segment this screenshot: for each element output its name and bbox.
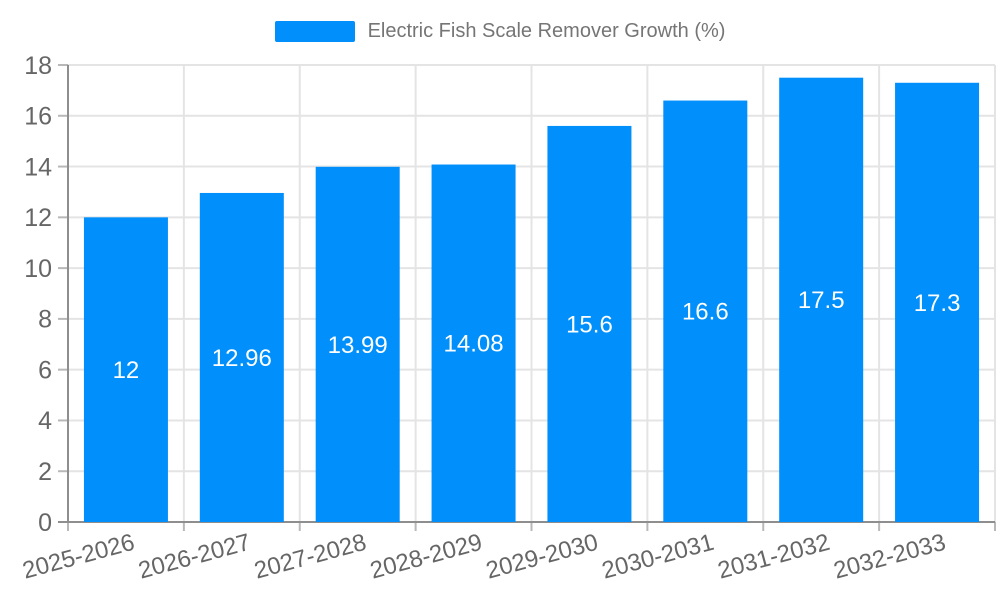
bar[interactable] [83,217,168,523]
legend-swatch [274,20,355,42]
bar-value-label: 12.96 [212,345,272,372]
x-axis-tick-label: 2025-2026 [20,529,138,585]
bar-value-label: 12 [113,357,140,384]
legend-label: Electric Fish Scale Remover Growth (%) [367,19,726,42]
bar-value-label: 17.3 [914,290,961,317]
bar-value-label: 17.5 [798,287,845,314]
x-axis-tick-label: 2030-2031 [599,529,717,585]
y-axis-tick-label: 2 [38,458,52,486]
y-axis-tick-label: 16 [24,103,52,131]
y-axis-tick-label: 4 [38,407,52,435]
bar[interactable] [779,77,864,522]
bar[interactable] [547,125,632,522]
y-axis-tick-label: 0 [38,509,52,537]
bar[interactable] [199,192,284,522]
bar[interactable] [431,164,516,522]
x-axis-tick-label: 2029-2030 [483,529,601,585]
x-axis-tick-label: 2028-2029 [367,529,485,585]
legend-item[interactable]: Electric Fish Scale Remover Growth (%) [0,18,1000,44]
y-axis-tick-label: 6 [38,356,52,384]
bar-value-label: 13.99 [328,332,388,359]
y-axis-tick-label: 14 [24,153,52,181]
x-axis-tick-label: 2032-2033 [831,529,949,585]
x-axis-tick-label: 2026-2027 [136,529,254,585]
bar[interactable] [663,100,748,523]
y-axis-tick-label: 12 [24,204,52,232]
bar[interactable] [895,82,980,523]
bar-value-label: 15.6 [566,311,613,338]
bar[interactable] [315,166,400,522]
bar-value-label: 16.6 [682,299,729,326]
x-axis-tick-label: 2031-2032 [715,529,833,585]
y-axis-tick-label: 8 [38,306,52,334]
x-axis-tick-label: 2027-2028 [251,529,369,585]
bar-value-label: 14.08 [444,331,504,358]
y-axis-tick-label: 18 [24,52,52,80]
y-axis-tick-label: 10 [24,255,52,283]
